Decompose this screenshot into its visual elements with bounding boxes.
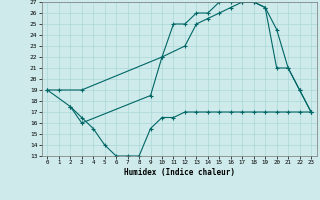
X-axis label: Humidex (Indice chaleur): Humidex (Indice chaleur)	[124, 168, 235, 177]
